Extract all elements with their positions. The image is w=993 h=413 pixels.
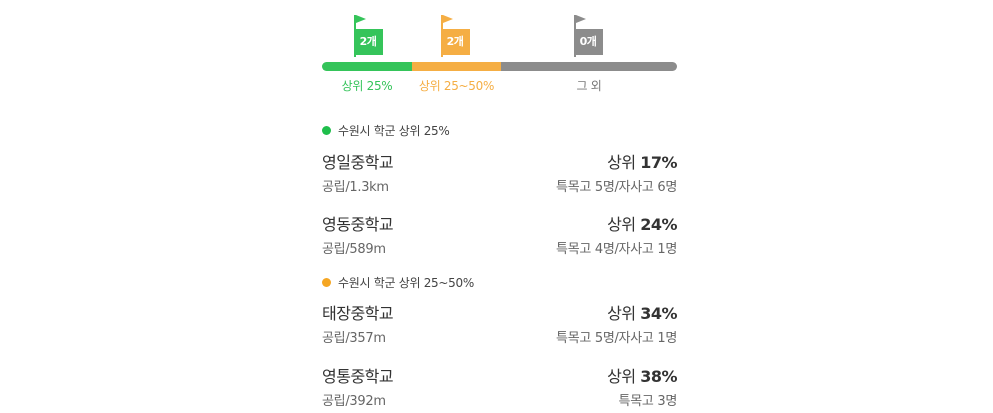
school-district-panel: 2개 2개 0개 상위 25% 상위 25~50% 그 외 (322, 0, 677, 412)
school-type-distance: 공립/357m (322, 331, 386, 346)
school-type-distance: 공립/1.3km (322, 180, 389, 195)
school-rank: 상위 24% (607, 211, 677, 235)
green-dot-icon (322, 126, 331, 135)
school-type-distance: 공립/589m (322, 242, 386, 257)
school-item[interactable]: 태장중학교 공립/357m 상위 34% 특목고 5명/자사고 1명 (322, 300, 677, 350)
group-title-top25-50: 수원시 학군 상위 25~50% (322, 274, 474, 291)
flag-icon (574, 15, 603, 57)
group-title-top25: 수원시 학군 상위 25% (322, 122, 450, 139)
special-school-admissions: 특목고 5명/자사고 6명 (556, 180, 677, 195)
special-school-admissions: 특목고 3명 (618, 394, 678, 409)
school-item[interactable]: 영통중학교 공립/392m 상위 38% 특목고 3명 (322, 363, 677, 413)
segment-label-top25: 상위 25% (341, 79, 393, 93)
school-type-distance: 공립/392m (322, 394, 386, 409)
flag-count: 2개 (446, 35, 464, 48)
flag-count: 2개 (359, 35, 377, 48)
rank-track (322, 62, 677, 71)
rank-prefix: 상위 (607, 215, 636, 234)
rank-distribution: 2개 2개 0개 상위 25% 상위 25~50% 그 외 (322, 0, 677, 100)
segment-top25-50 (412, 62, 501, 71)
flag-count: 0개 (579, 35, 597, 48)
rank-value: 34% (640, 304, 677, 323)
special-school-admissions: 특목고 5명/자사고 1명 (556, 331, 677, 346)
orange-dot-icon (322, 278, 331, 287)
school-item[interactable]: 영일중학교 공립/1.3km 상위 17% 특목고 5명/자사고 6명 (322, 149, 677, 199)
flag-top25-50: 2개 (440, 14, 472, 58)
rank-value: 38% (640, 367, 677, 386)
rank-prefix: 상위 (607, 367, 636, 386)
flag-icon (441, 15, 470, 57)
segment-label-other: 그 외 (576, 79, 602, 93)
rank-prefix: 상위 (607, 304, 636, 323)
school-name: 영동중학교 (322, 215, 394, 234)
group-title-text: 수원시 학군 상위 25~50% (338, 276, 474, 290)
school-rank: 상위 34% (607, 300, 677, 324)
special-school-admissions: 특목고 4명/자사고 1명 (556, 242, 677, 257)
rank-value: 24% (640, 215, 677, 234)
rank-prefix: 상위 (607, 153, 636, 172)
school-rank: 상위 17% (607, 149, 677, 173)
flag-top25: 2개 (353, 14, 385, 58)
segment-top25 (322, 62, 412, 71)
group-title-text: 수원시 학군 상위 25% (338, 124, 450, 138)
school-rank: 상위 38% (607, 363, 677, 387)
school-name: 영통중학교 (322, 367, 394, 386)
school-name: 영일중학교 (322, 153, 394, 172)
rank-value: 17% (640, 153, 677, 172)
school-item[interactable]: 영동중학교 공립/589m 상위 24% 특목고 4명/자사고 1명 (322, 211, 677, 261)
school-name: 태장중학교 (322, 304, 394, 323)
segment-other (501, 62, 677, 71)
flag-other: 0개 (573, 14, 605, 58)
flag-icon (354, 15, 383, 57)
segment-label-top25-50: 상위 25~50% (418, 79, 495, 93)
